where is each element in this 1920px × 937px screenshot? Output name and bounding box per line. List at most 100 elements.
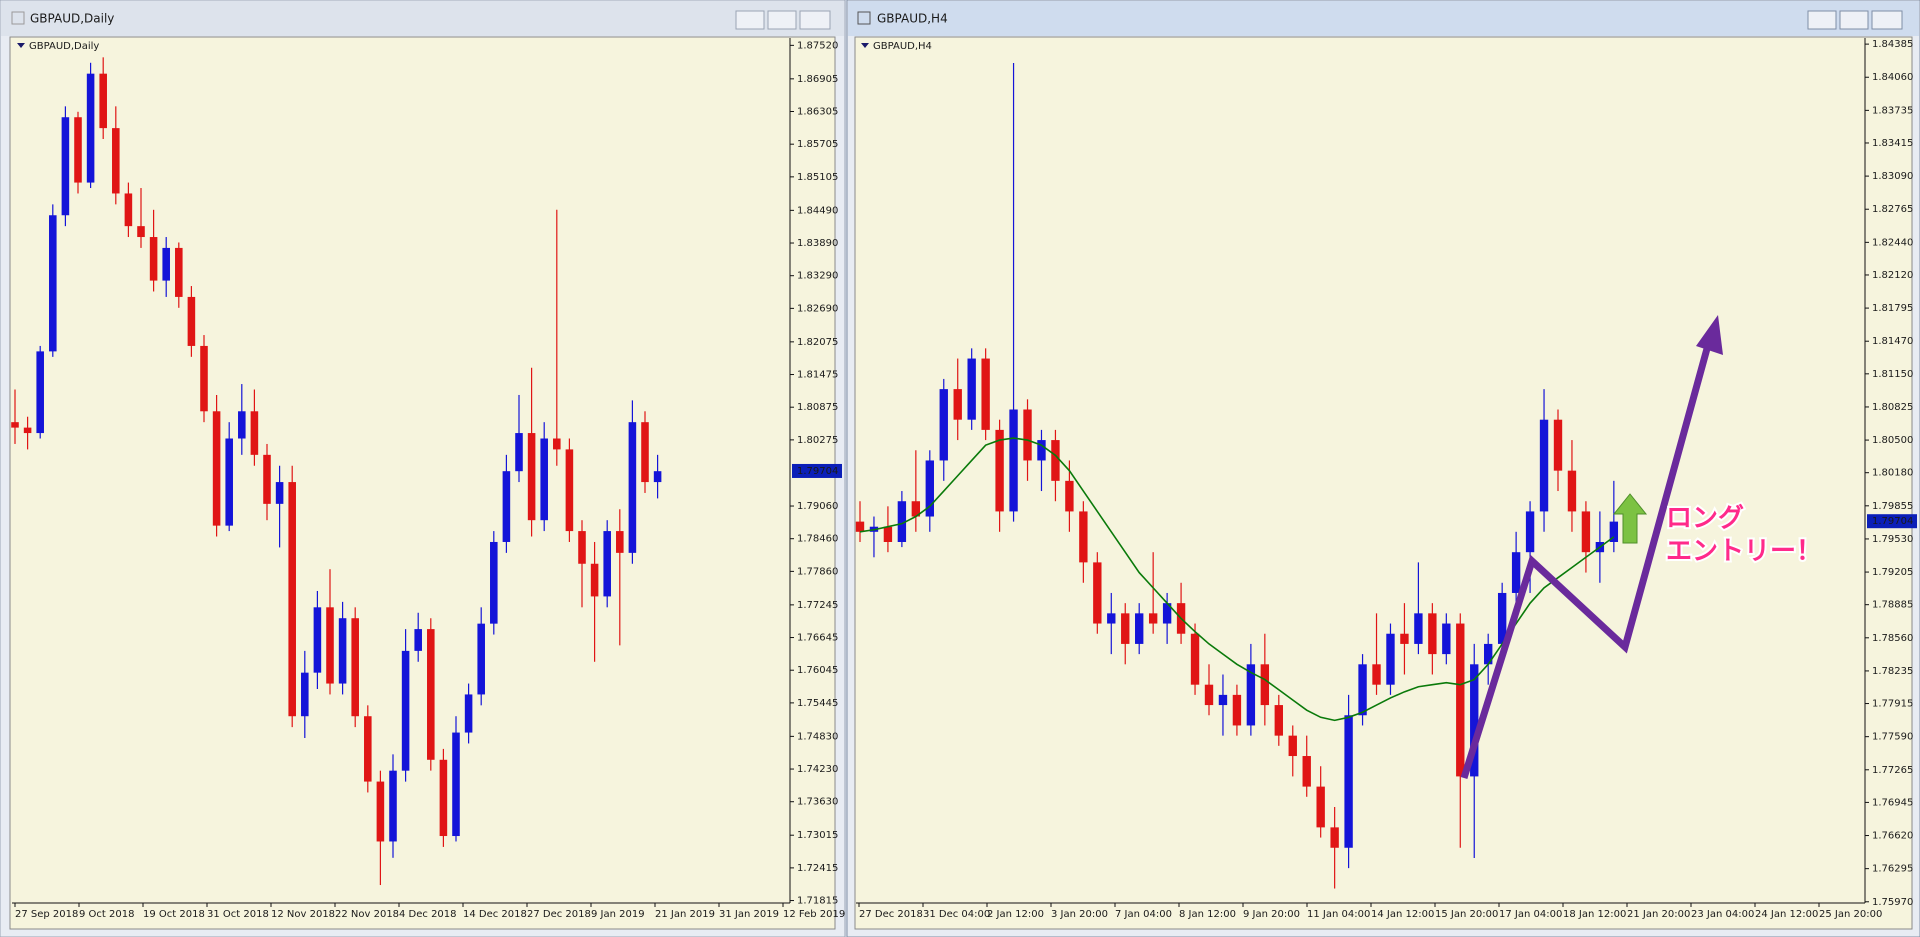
x-tick-label: 31 Jan 2019 <box>719 909 779 920</box>
candle-body <box>1581 511 1591 553</box>
x-tick-label: 7 Jan 04:00 <box>1115 909 1172 920</box>
chart-background <box>9 36 836 930</box>
candle-body <box>502 471 511 542</box>
candle-body <box>653 471 662 483</box>
candle-body <box>1330 827 1339 848</box>
candle-body <box>1400 633 1409 644</box>
candle-body <box>1442 623 1451 655</box>
candle-body <box>1009 409 1018 512</box>
x-tick-label: 31 Dec 04:00 <box>923 909 990 920</box>
y-tick-label: 1.74230 <box>797 764 838 775</box>
candle-body <box>953 389 962 420</box>
x-tick-label: 8 Jan 12:00 <box>1179 909 1236 920</box>
x-tick-label: 3 Jan 20:00 <box>1051 909 1108 920</box>
y-tick-label: 1.76045 <box>797 665 838 676</box>
candle-body <box>389 770 397 842</box>
x-tick-label: 14 Jan 12:00 <box>1371 909 1434 920</box>
maximize-button[interactable] <box>1839 10 1869 30</box>
candle-body <box>137 226 145 238</box>
minimize-button[interactable] <box>735 10 765 30</box>
candle-body <box>883 526 893 542</box>
y-tick-label: 1.74830 <box>797 731 838 742</box>
close-button[interactable] <box>1871 10 1903 30</box>
x-tick-label: 19 Oct 2018 <box>143 909 205 920</box>
y-tick-label: 1.78885 <box>1872 600 1913 611</box>
y-tick-label: 1.79855 <box>1872 501 1913 512</box>
close-button[interactable] <box>799 10 831 30</box>
candle-body <box>967 358 976 420</box>
y-tick-label: 1.84385 <box>1872 39 1913 50</box>
candle-body <box>23 427 32 434</box>
y-tick-label: 1.81470 <box>1872 336 1913 347</box>
candle-body <box>553 438 561 450</box>
candle-body <box>1511 552 1521 593</box>
candle-body <box>1525 511 1535 553</box>
x-tick-label: 25 Jan 20:00 <box>1819 909 1882 920</box>
y-tick-label: 1.86905 <box>797 74 838 85</box>
candle-body <box>1539 419 1549 512</box>
candle-body <box>1232 694 1242 726</box>
candle-body <box>364 716 372 782</box>
x-tick-label: 23 Jan 04:00 <box>1691 909 1754 920</box>
y-tick-label: 1.75445 <box>797 698 838 709</box>
y-tick-label: 1.81795 <box>1872 303 1913 314</box>
x-tick-label: 9 Jan 2019 <box>591 909 645 920</box>
candle-body <box>225 438 233 526</box>
candle-body <box>590 563 599 597</box>
x-tick-label: 2 Jan 12:00 <box>987 909 1044 920</box>
candle-body <box>477 623 485 695</box>
candle-body <box>464 694 473 733</box>
arrow-head <box>1696 315 1723 355</box>
candle-body <box>540 438 548 521</box>
candle-body <box>1148 613 1158 624</box>
candle-body <box>1218 694 1228 706</box>
x-tick-label: 9 Oct 2018 <box>79 909 134 920</box>
candle-body <box>238 411 246 439</box>
y-tick-label: 1.77245 <box>797 600 838 611</box>
window-buttons[interactable] <box>1807 10 1903 30</box>
y-tick-label: 1.76645 <box>797 633 838 644</box>
window-title: GBPAUD,Daily <box>30 12 114 26</box>
candle-body <box>1079 511 1088 563</box>
x-tick-label: 9 Jan 20:00 <box>1243 909 1300 920</box>
candle-body <box>1107 613 1116 624</box>
y-tick-label: 1.81150 <box>1872 369 1913 380</box>
y-tick-label: 1.80275 <box>797 435 838 446</box>
y-tick-label: 1.83415 <box>1872 138 1913 149</box>
candle-body <box>250 411 259 455</box>
candle-body <box>439 759 448 837</box>
y-tick-label: 1.75970 <box>1872 897 1913 908</box>
current-price-box <box>1867 514 1917 529</box>
y-tick-label: 1.83090 <box>1872 171 1913 182</box>
candle-body <box>897 501 907 542</box>
candle-body <box>124 193 133 227</box>
moving-average <box>859 437 1615 722</box>
window-buttons[interactable] <box>735 10 831 30</box>
current-price-label: 1.79704 <box>797 466 838 477</box>
x-tick-label: 21 Jan 2019 <box>655 909 715 920</box>
y-tick-label: 1.82075 <box>797 337 838 348</box>
candle-body <box>1553 419 1563 471</box>
minimize-button[interactable] <box>1807 10 1837 30</box>
candle-body <box>376 781 385 842</box>
candle-body <box>641 422 649 483</box>
x-tick-label: 27 Dec 2018 <box>859 909 923 920</box>
candle-body <box>939 389 948 461</box>
candle-body <box>1065 480 1074 512</box>
candle-body <box>925 460 934 517</box>
candle-body <box>1414 613 1423 644</box>
x-tick-label: 24 Jan 12:00 <box>1755 909 1818 920</box>
y-tick-label: 1.79530 <box>1872 534 1913 545</box>
y-tick-label: 1.73015 <box>797 830 838 841</box>
candle-body <box>1386 633 1395 685</box>
maximize-button[interactable] <box>767 10 797 30</box>
annotation-text: ロング <box>1666 504 1744 534</box>
candle-body <box>301 672 309 717</box>
y-tick-label: 1.87520 <box>797 40 838 51</box>
candle-body <box>187 296 196 346</box>
y-tick-label: 1.77265 <box>1872 765 1913 776</box>
x-tick-label: 27 Sep 2018 <box>15 909 78 920</box>
x-tick-label: 22 Nov 2018 <box>335 909 399 920</box>
window-title: GBPAUD,H4 <box>877 12 948 26</box>
